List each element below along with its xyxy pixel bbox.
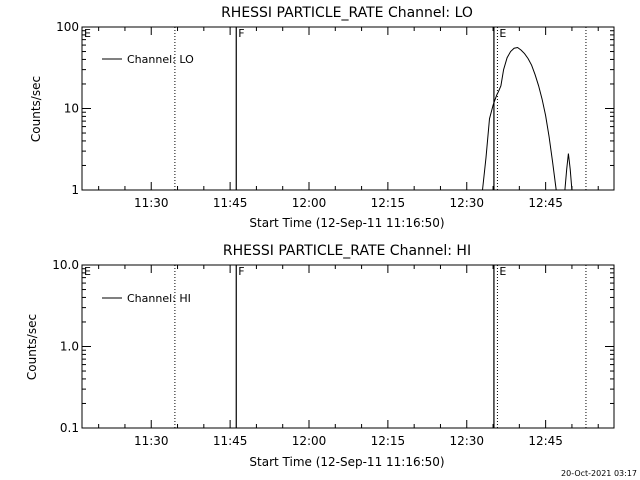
annotation-label: E	[84, 265, 91, 278]
x-tick-label: 12:15	[371, 434, 406, 448]
chart-title: RHESSI PARTICLE_RATE Channel: HI	[223, 243, 471, 259]
x-tick-label: 12:30	[449, 196, 484, 210]
legend-entry: Channel: HI	[127, 292, 191, 305]
legend-entry: Channel: LO	[127, 53, 194, 66]
x-tick-label: 12:00	[292, 434, 327, 448]
x-tick-label: 12:30	[449, 434, 484, 448]
x-tick-label: 11:45	[213, 196, 248, 210]
render-timestamp: 20-Oct-2021 03:17	[561, 469, 637, 478]
plot-area: 11:30 11:45 12:00 12:15 12:30 12:45 0.1 1.0 10.0…	[52, 258, 615, 448]
y-axis-label: Counts/sec	[25, 314, 39, 380]
x-tick-label: 12:00	[292, 196, 327, 210]
annotation-label: E	[499, 27, 506, 40]
y-tick-label: 100	[56, 20, 79, 34]
x-tick-label: 11:30	[134, 434, 169, 448]
chart-panel-hi: RHESSI PARTICLE_RATE Channel: HI Counts/…	[25, 243, 615, 469]
x-axis-label: Start Time (12-Sep-11 11:16:50)	[249, 455, 444, 469]
x-tick-label: 12:15	[371, 196, 406, 210]
y-tick-label: 1	[71, 183, 79, 197]
y-tick-label: 10.0	[52, 258, 79, 272]
chart-panel-lo: RHESSI PARTICLE_RATE Channel: LO Counts/…	[29, 5, 615, 230]
x-tick-label: 12:45	[528, 434, 563, 448]
annotation-label: E	[499, 265, 506, 278]
y-tick-label: 0.1	[60, 421, 79, 435]
annotation-label: E	[84, 27, 91, 40]
chart-title: RHESSI PARTICLE_RATE Channel: LO	[221, 5, 473, 21]
annotation-label: F	[238, 265, 244, 278]
x-tick-label: 11:45	[213, 434, 248, 448]
y-tick-label: 1.0	[60, 340, 79, 354]
x-tick-label: 11:30	[134, 196, 169, 210]
x-tick-label: 12:45	[528, 196, 563, 210]
series-line	[482, 46, 573, 191]
y-axis-label: Counts/sec	[29, 76, 43, 142]
plot-area: 11:30 11:45 12:00 12:15 12:30 12:45 1 10 100 E F E	[56, 20, 615, 210]
annotation-label: F	[238, 27, 244, 40]
x-axis-label: Start Time (12-Sep-11 11:16:50)	[249, 216, 444, 230]
y-tick-label: 10	[64, 102, 79, 116]
